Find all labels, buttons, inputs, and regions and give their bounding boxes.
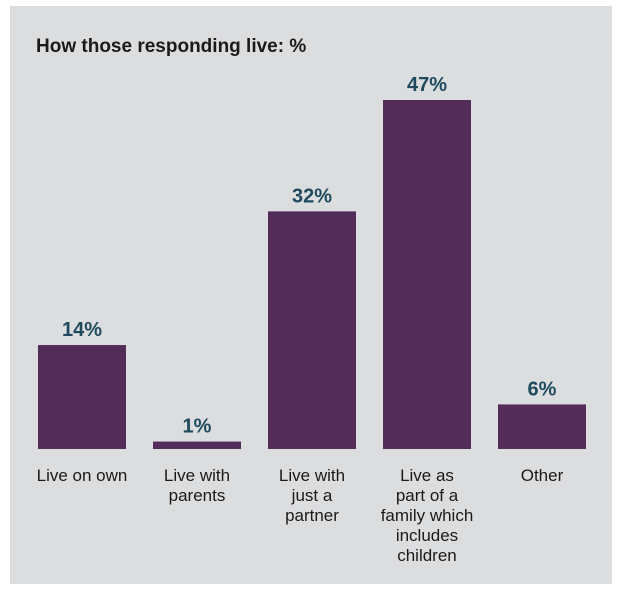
bar-1 <box>38 345 126 449</box>
category-label-1: Live on own <box>36 466 128 485</box>
category-label-5: Other <box>520 466 564 485</box>
category-label-3: Live with just a partner <box>278 466 346 525</box>
category-label-4: Live as part of a family which includes chil… <box>380 466 474 565</box>
data-label-1: 14% <box>62 319 102 341</box>
bar-4 <box>383 100 471 449</box>
bar-3 <box>268 211 356 449</box>
chart-title: How those responding live: % <box>36 36 307 57</box>
data-label-5: 6% <box>528 378 557 400</box>
data-label-4: 47% <box>407 74 447 96</box>
data-label-3: 32% <box>292 185 332 207</box>
bar-5 <box>498 404 586 449</box>
category-label-2: Live with parents <box>163 466 231 505</box>
data-label-2: 1% <box>183 416 212 438</box>
bar-2 <box>153 441 241 449</box>
